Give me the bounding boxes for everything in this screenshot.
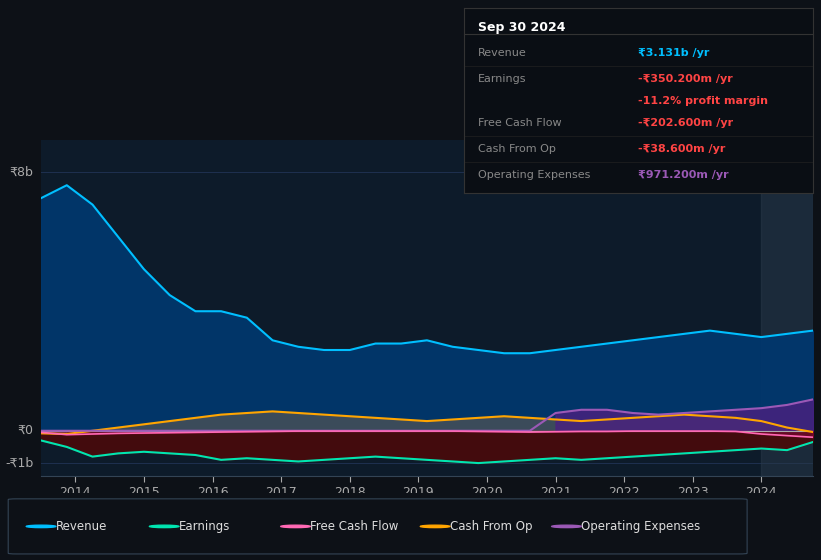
Circle shape (281, 525, 310, 528)
Text: ₹971.200m /yr: ₹971.200m /yr (639, 170, 729, 180)
Text: Operating Expenses: Operating Expenses (581, 520, 700, 533)
Text: -₹1b: -₹1b (5, 456, 34, 470)
Text: Earnings: Earnings (478, 73, 526, 83)
Text: ₹8b: ₹8b (10, 166, 34, 179)
Text: Free Cash Flow: Free Cash Flow (478, 118, 562, 128)
Text: ₹3.131b /yr: ₹3.131b /yr (639, 48, 709, 58)
Text: -₹202.600m /yr: -₹202.600m /yr (639, 118, 733, 128)
Text: Free Cash Flow: Free Cash Flow (310, 520, 399, 533)
Circle shape (552, 525, 581, 528)
Text: -11.2% profit margin: -11.2% profit margin (639, 96, 768, 106)
Circle shape (420, 525, 450, 528)
Text: Operating Expenses: Operating Expenses (478, 170, 590, 180)
Text: -₹350.200m /yr: -₹350.200m /yr (639, 73, 733, 83)
Text: Cash From Op: Cash From Op (478, 144, 556, 154)
Text: Earnings: Earnings (179, 520, 231, 533)
Circle shape (149, 525, 179, 528)
Text: Sep 30 2024: Sep 30 2024 (478, 21, 566, 34)
Text: -₹38.600m /yr: -₹38.600m /yr (639, 144, 726, 154)
Bar (761, 140, 813, 476)
Text: Cash From Op: Cash From Op (450, 520, 532, 533)
Circle shape (26, 525, 56, 528)
Text: ₹0: ₹0 (17, 424, 34, 437)
Text: Revenue: Revenue (478, 48, 526, 58)
Text: Revenue: Revenue (56, 520, 108, 533)
